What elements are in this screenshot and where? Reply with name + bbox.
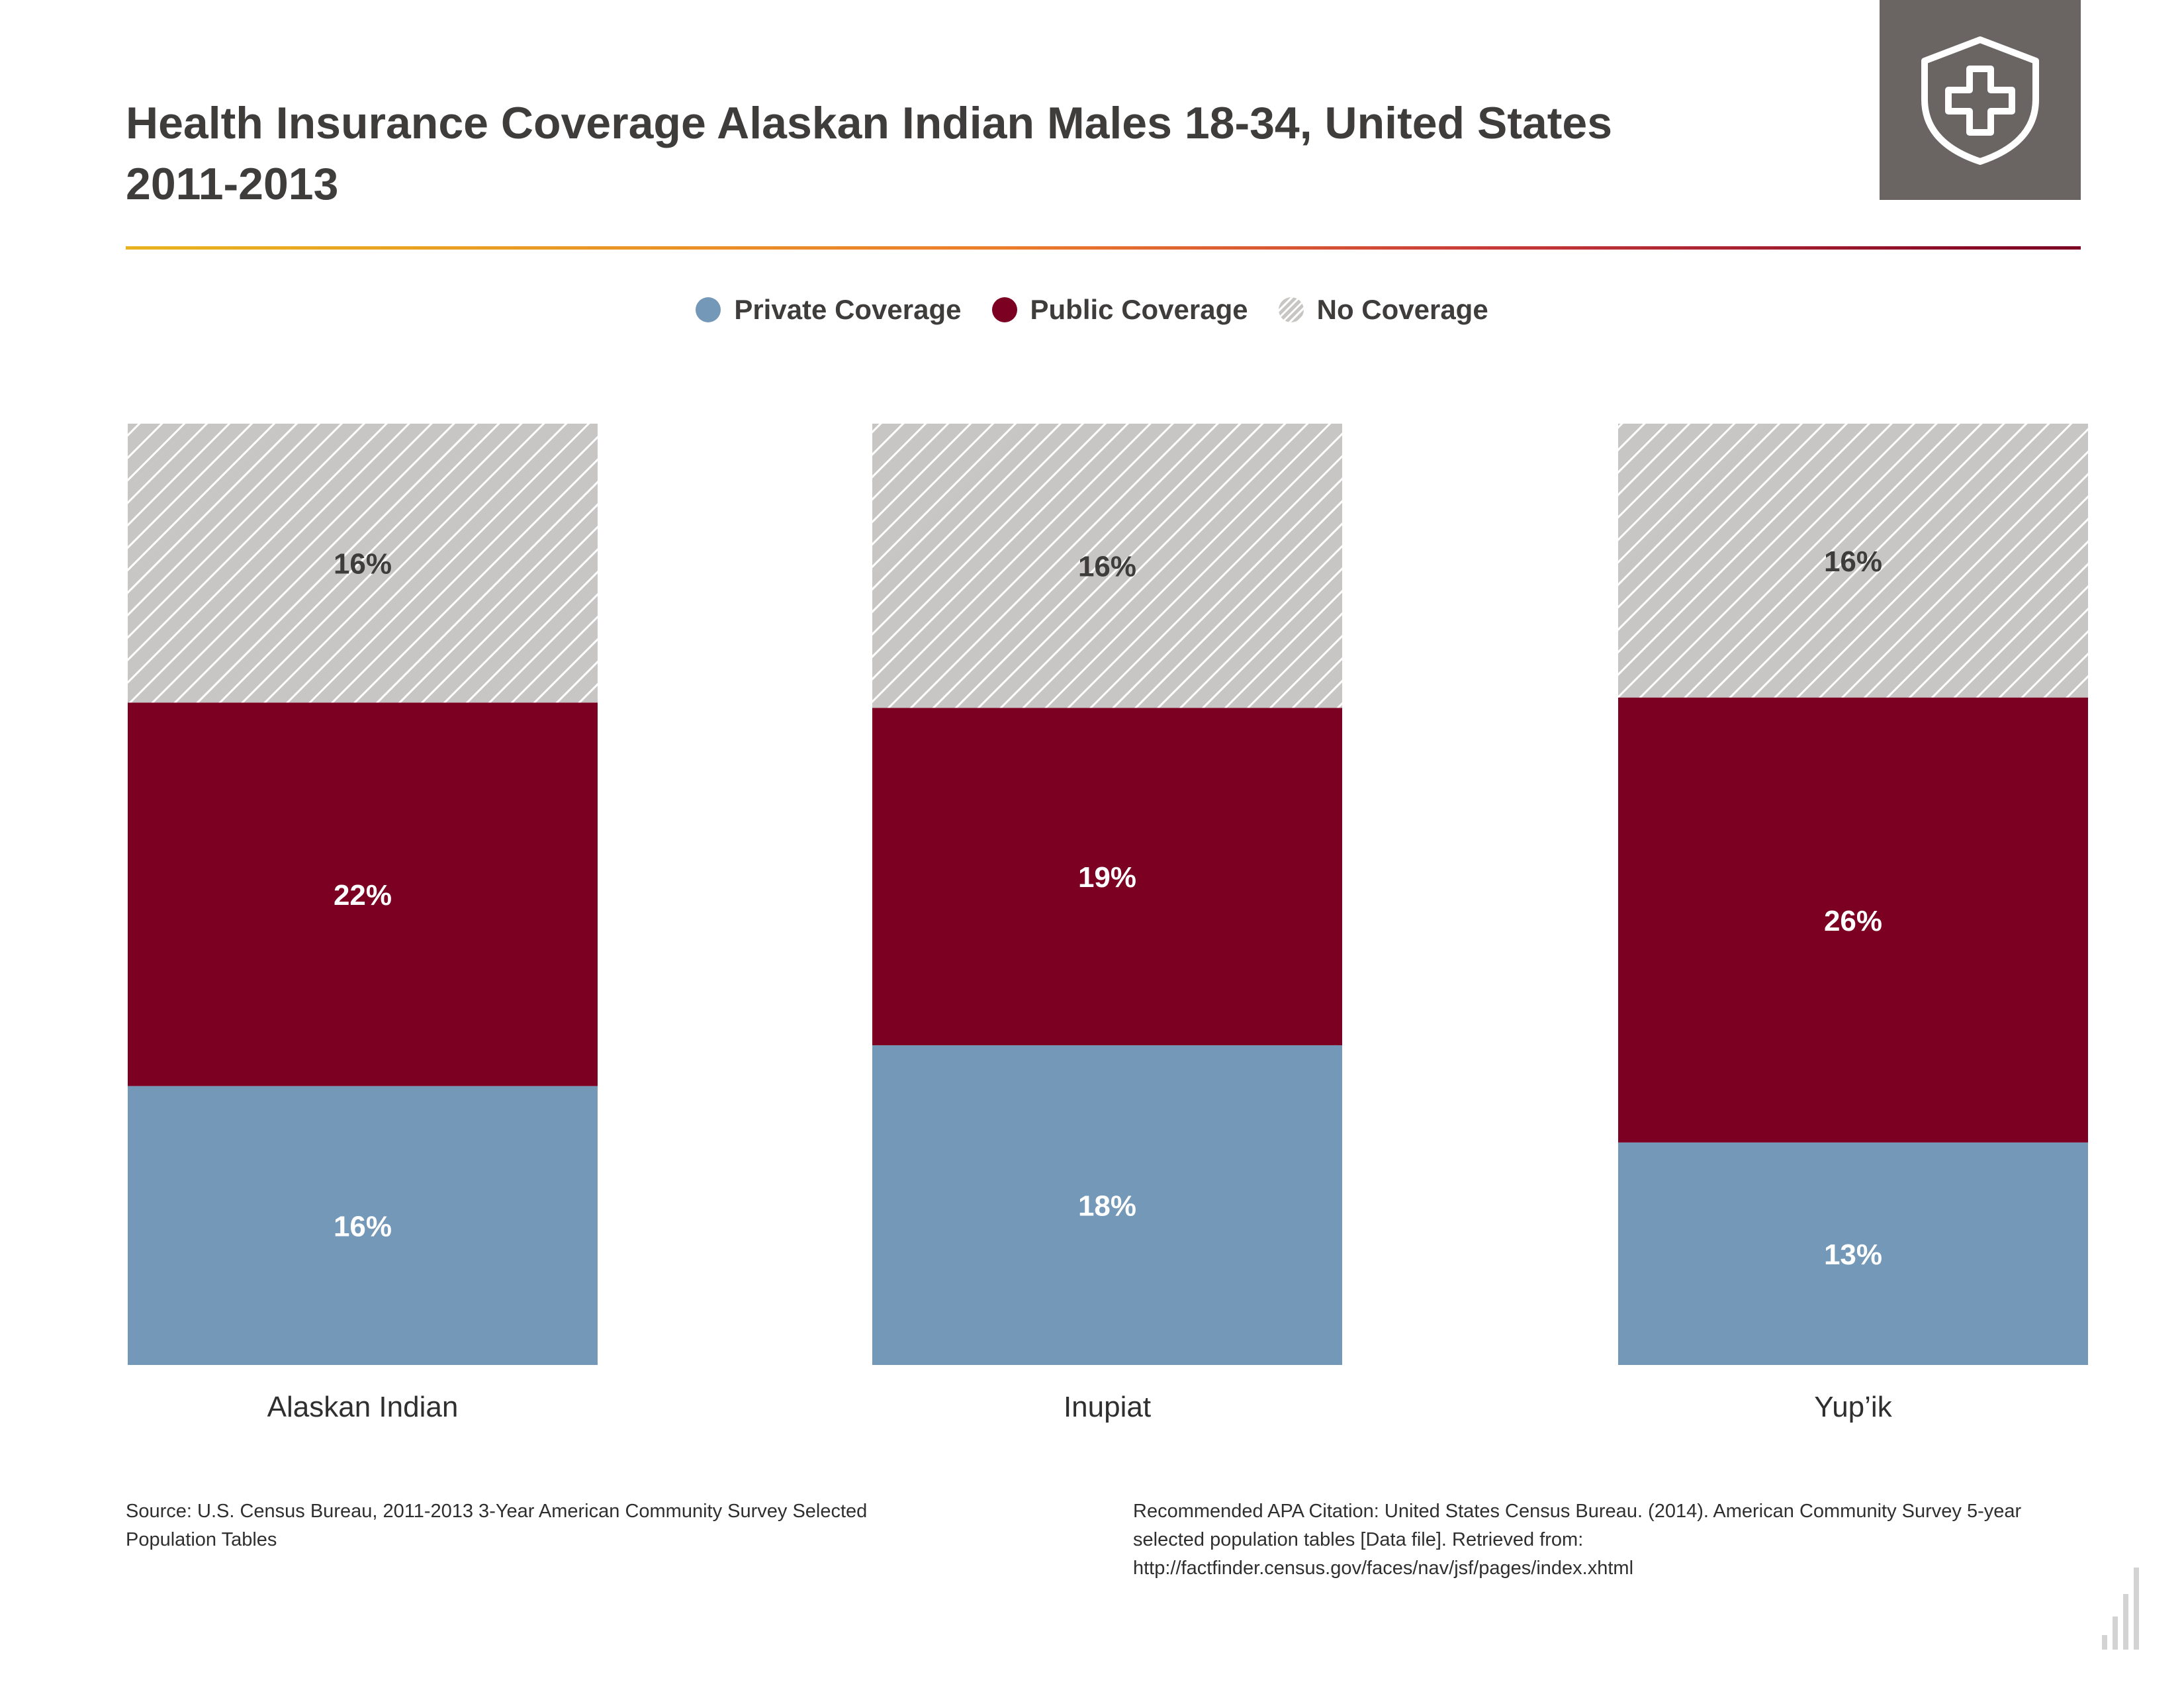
stacked-bar-chart: 16% 22% 16% Alaskan Indian 18% 19% 16% Inupiat 1… [128, 424, 2088, 1423]
legend-item-private: Private Coverage [696, 294, 962, 326]
bar-none-2 [1618, 424, 2088, 698]
bar-none-1 [872, 424, 1342, 708]
bar-chart-icon [2102, 1568, 2139, 1650]
legend-label-private: Private Coverage [734, 294, 962, 325]
legend-swatch-private [696, 297, 721, 322]
legend-label-none: No Coverage [1316, 294, 1488, 325]
bar-private-1 [872, 1045, 1342, 1365]
chart-title-line2: 2011-2013 [126, 159, 339, 209]
bar-private-2 [1618, 1142, 2088, 1365]
data-label-none-1: 16% [1078, 551, 1136, 583]
bar-public-2 [1618, 697, 2088, 1143]
legend-swatch-public [991, 297, 1017, 322]
data-label-public-1: 19% [1078, 861, 1136, 894]
data-label-private-2: 13% [1824, 1239, 1882, 1271]
data-label-public-2: 26% [1824, 905, 1882, 937]
data-label-none-0: 16% [334, 548, 392, 581]
citation-note: Recommended APA Citation: United States … [1133, 1501, 2022, 1579]
source-note: Source: U.S. Census Bureau, 2011-2013 3-… [126, 1501, 868, 1550]
data-label-public-0: 22% [334, 879, 392, 912]
chart-title: Health Insurance Coverage Alaskan Indian… [126, 93, 1714, 214]
data-label-private-1: 18% [1078, 1190, 1136, 1223]
bar-public-1 [872, 708, 1342, 1046]
data-label-none-2: 16% [1824, 545, 1882, 578]
data-label-private-0: 16% [334, 1210, 392, 1243]
category-label-1: Inupiat [1064, 1391, 1151, 1423]
legend-item-none: No Coverage [1278, 294, 1488, 326]
bar-none-0 [128, 424, 598, 703]
bar-private-0 [128, 1086, 598, 1365]
legend-swatch-none [1278, 297, 1304, 322]
legend: Private Coverage Public Coverage No Cove… [0, 290, 2184, 330]
category-label-0: Alaskan Indian [267, 1391, 459, 1423]
title-divider [126, 246, 2081, 250]
bar-public-0 [128, 702, 598, 1086]
shield-plus-icon [1921, 36, 2039, 165]
legend-item-public: Public Coverage [991, 294, 1248, 326]
category-label-2: Yup’ik [1814, 1391, 1892, 1423]
header-icon-box [1880, 0, 2081, 200]
chart-title-line1: Health Insurance Coverage Alaskan Indian… [126, 98, 1613, 148]
legend-label-public: Public Coverage [1030, 294, 1248, 325]
